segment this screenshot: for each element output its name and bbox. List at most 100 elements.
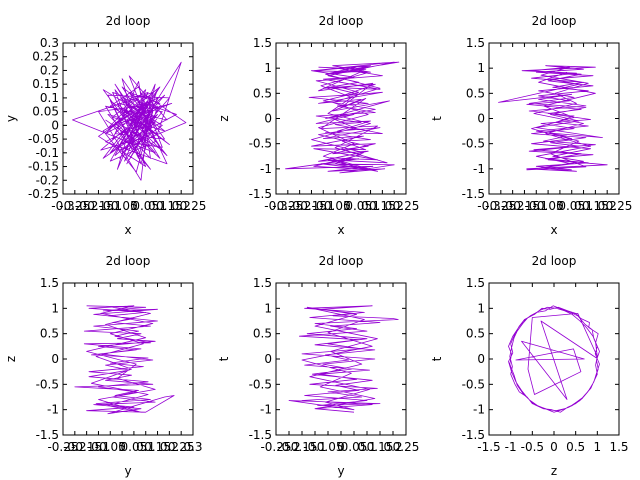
y-tick-label: 0.3 — [40, 36, 59, 50]
y-tick-label: 0.5 — [253, 86, 272, 100]
x-tick-label: 0.05 — [132, 199, 159, 213]
x-tick-label: 0.2 — [385, 199, 404, 213]
x-axis-label: x — [337, 223, 344, 237]
x-tick-label: -0.1 — [312, 199, 335, 213]
x-tick-label: 0.1 — [136, 440, 155, 454]
x-tick-label: 0.15 — [144, 440, 171, 454]
y-tick-label: -1.5 — [462, 187, 485, 201]
series-line-1 — [72, 61, 187, 181]
chart-panel-2: -0.3-0.25-0.2-0.15-0.1-0.0500.050.10.150… — [217, 14, 419, 237]
y-tick-label: -1.5 — [249, 428, 272, 442]
y-axis-label: t — [430, 116, 444, 121]
plot-frame — [62, 42, 194, 195]
x-tick-label: -0.2 — [288, 199, 311, 213]
y-tick-label: -0.5 — [462, 377, 485, 391]
y-tick-label: 1.5 — [40, 276, 59, 290]
x-tick-label: 0.05 — [341, 440, 368, 454]
x-axis-label: z — [551, 464, 557, 478]
x-tick-label: 1.5 — [609, 440, 628, 454]
y-tick-label: 0.2 — [40, 63, 59, 77]
x-tick-label: -0.25 — [59, 199, 90, 213]
x-tick-label: -0.05 — [320, 199, 351, 213]
x-tick-label: -0.3 — [477, 199, 500, 213]
chart-title: 2d loop — [106, 254, 151, 268]
y-tick-label: -1.5 — [249, 187, 272, 201]
x-tick-label: -0.05 — [107, 199, 138, 213]
y-tick-label: 0.15 — [32, 77, 59, 91]
y-tick-label: 0.5 — [40, 327, 59, 341]
x-tick-label: -0.05 — [312, 440, 343, 454]
y-tick-label: -1 — [47, 403, 59, 417]
series-line-1 — [498, 65, 608, 172]
y-tick-label: 0.1 — [40, 91, 59, 105]
x-tick-label: -0.3 — [51, 199, 74, 213]
y-tick-label: 0 — [264, 352, 272, 366]
plot-frame — [275, 42, 407, 195]
x-tick-label: 0 — [550, 440, 558, 454]
x-tick-label: -0.15 — [71, 440, 102, 454]
y-axis-label: z — [4, 356, 18, 362]
x-tick-label: -1 — [505, 440, 517, 454]
x-tick-label: 0.05 — [121, 440, 148, 454]
series-line-1 — [288, 305, 399, 413]
y-tick-label: 1.5 — [466, 36, 485, 50]
x-tick-label: 0.2 — [598, 199, 617, 213]
y-tick-label: -0.25 — [28, 187, 59, 201]
x-tick-label: -0.25 — [47, 440, 78, 454]
x-tick-label: 1 — [594, 440, 602, 454]
x-tick-label: -0.3 — [264, 199, 287, 213]
y-tick-label: 1.5 — [253, 276, 272, 290]
x-tick-label: -0.15 — [296, 199, 327, 213]
x-tick-label: -0.15 — [509, 199, 540, 213]
chart-panel-6: -1.5 -1 -0.5 0 0.5 1 1.5 -1.5 -1 -0.5 0 0.5 1 1.5 2d l… — [430, 254, 629, 478]
y-tick-label: -0.05 — [28, 132, 59, 146]
x-tick-label: 0.25 — [393, 440, 420, 454]
x-tick-label: -0.1 — [87, 440, 110, 454]
chart-title: 2d loop — [532, 14, 577, 28]
y-tick-label: -0.5 — [249, 137, 272, 151]
x-tick-label: 0 — [130, 199, 138, 213]
x-tick-label: -0.05 — [533, 199, 564, 213]
x-tick-label: -0.1 — [525, 199, 548, 213]
x-tick-label: 0.25 — [168, 440, 195, 454]
x-tick-label: -0.5 — [521, 440, 544, 454]
x-tick-label: 0.5 — [566, 440, 585, 454]
x-tick-label: 0 — [343, 199, 351, 213]
chart-title: 2d loop — [532, 254, 577, 268]
y-tick-label: -1 — [260, 162, 272, 176]
x-tick-label: -0.05 — [95, 440, 126, 454]
series-line-1 — [285, 61, 400, 174]
y-tick-label: 0 — [51, 352, 59, 366]
x-tick-label: -0.15 — [286, 440, 317, 454]
y-tick-label: -0.5 — [36, 377, 59, 391]
x-tick-label: 0.15 — [367, 440, 394, 454]
plot-frame — [275, 282, 407, 436]
x-tick-label: -0.25 — [260, 440, 291, 454]
chart-panel-1: -0.3-0.25-0.2-0.15-0.1-0.0500.050.10.150… — [4, 14, 206, 237]
y-tick-label: -1.5 — [462, 428, 485, 442]
x-tick-label: -0.2 — [277, 440, 300, 454]
chart-title: 2d loop — [319, 14, 364, 28]
y-tick-label: 0 — [477, 112, 485, 126]
x-tick-label: 0.1 — [574, 199, 593, 213]
x-tick-label: 0.05 — [345, 199, 372, 213]
y-tick-label: 1 — [477, 61, 485, 75]
y-tick-label: 1.5 — [466, 276, 485, 290]
y-tick-label: 0.25 — [32, 50, 59, 64]
y-tick-label: 1 — [264, 301, 272, 315]
x-axis-label: y — [124, 464, 131, 478]
x-axis-label: y — [337, 464, 344, 478]
y-tick-label: 0 — [477, 352, 485, 366]
y-tick-label: -1.5 — [36, 428, 59, 442]
x-axis-label: x — [124, 223, 131, 237]
y-tick-label: -1 — [473, 162, 485, 176]
y-tick-label: 0.5 — [253, 327, 272, 341]
chart-title: 2d loop — [319, 254, 364, 268]
x-tick-label: -0.1 — [99, 199, 122, 213]
y-tick-label: -1 — [473, 403, 485, 417]
chart-panel-4: -0.25-0.2-0.15-0.1-0.0500.050.10.150.20.… — [4, 254, 203, 478]
x-tick-label: 0.25 — [606, 199, 633, 213]
x-tick-label: 0.3 — [183, 440, 202, 454]
y-tick-label: 0 — [51, 118, 59, 132]
